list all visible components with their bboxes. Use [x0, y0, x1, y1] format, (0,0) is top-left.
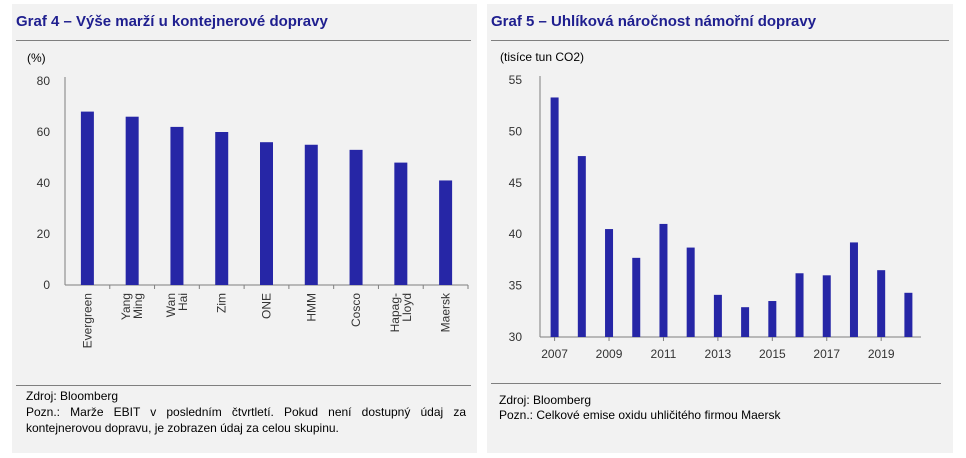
- bar: [849, 242, 858, 337]
- x-tick-label: Cosco: [349, 293, 363, 327]
- y-axis-unit: (%): [27, 51, 46, 65]
- bar: [577, 156, 586, 337]
- y-tick-label: 30: [509, 330, 523, 344]
- chart-panel-emissions: Graf 5 – Uhlíková náročnost námořní dopr…: [487, 4, 953, 453]
- bar: [80, 111, 94, 285]
- note-text: Pozn.: Marže EBIT v posledním čtvrtletí.…: [26, 405, 466, 435]
- y-tick-label: 55: [509, 73, 523, 87]
- bar: [904, 292, 913, 337]
- bar: [349, 149, 363, 285]
- bar: [215, 132, 229, 285]
- x-tick-label: 2017: [813, 347, 840, 361]
- bar: [659, 223, 668, 337]
- bar: [632, 257, 641, 337]
- x-tick-label: 2011: [651, 347, 677, 361]
- bar: [686, 247, 695, 337]
- bar: [768, 301, 777, 337]
- x-tick-label: Wan: [164, 293, 178, 317]
- bar: [877, 270, 886, 337]
- bar: [260, 142, 273, 285]
- bar: [795, 273, 804, 337]
- y-tick-label: 20: [37, 227, 51, 241]
- chart-title: Graf 5 – Uhlíková náročnost námořní dopr…: [491, 13, 817, 30]
- bar: [822, 275, 831, 337]
- x-tick-label: 2007: [541, 347, 568, 361]
- x-tick-label: 2015: [759, 347, 786, 361]
- x-tick-label: Zim: [215, 293, 229, 313]
- y-tick-label: 40: [509, 227, 523, 241]
- y-tick-label: 35: [509, 279, 523, 293]
- y-tick-label: 80: [37, 74, 51, 88]
- y-tick-label: 0: [43, 278, 50, 292]
- y-axis-unit: (tisíce tun CO2): [500, 50, 584, 64]
- note-text: Pozn.: Celkové emise oxidu uhličitého fi…: [499, 408, 781, 422]
- x-tick-label: 2013: [705, 347, 732, 361]
- x-tick-label: Hapag-: [388, 293, 402, 332]
- title-divider: [16, 40, 471, 41]
- source-divider: [16, 385, 471, 386]
- x-tick-label: Evergreen: [80, 293, 94, 348]
- chart-title: Graf 4 – Výše marží u kontejnerové dopra…: [16, 13, 328, 30]
- source-divider: [491, 383, 941, 384]
- x-tick-label: Maersk: [439, 292, 453, 332]
- y-tick-label: 45: [509, 176, 523, 190]
- y-tick-label: 40: [37, 176, 51, 190]
- bar: [741, 307, 750, 337]
- x-tick-label: 2009: [596, 347, 623, 361]
- bar: [439, 180, 453, 285]
- chart-panel-margins: Graf 4 – Výše marží u kontejnerové dopra…: [12, 4, 477, 453]
- source-text: Zdroj: Bloomberg: [26, 389, 119, 403]
- x-tick-label: Ming: [131, 293, 145, 319]
- bar: [550, 97, 559, 337]
- y-tick-label: 50: [509, 124, 523, 138]
- bar: [170, 126, 184, 286]
- bar: [713, 294, 722, 337]
- source-text: Zdroj: Bloomberg: [499, 393, 592, 407]
- bar: [394, 162, 408, 285]
- bar: [605, 229, 614, 337]
- x-tick-label: Hai: [176, 293, 190, 311]
- x-tick-label: HMM: [304, 293, 318, 322]
- x-tick-label: Yang: [119, 293, 133, 320]
- title-divider: [491, 40, 949, 41]
- emissions-bar-chart: (tisíce tun CO2) 30 35 40 45 50 55 2007 2009 2011…: [500, 50, 921, 361]
- bar: [304, 144, 318, 285]
- x-tick-label: ONE: [260, 293, 274, 319]
- x-tick-label: Lloyd: [400, 293, 414, 322]
- bar: [125, 116, 139, 285]
- y-tick-label: 60: [37, 125, 51, 139]
- x-tick-label: 2019: [868, 347, 895, 361]
